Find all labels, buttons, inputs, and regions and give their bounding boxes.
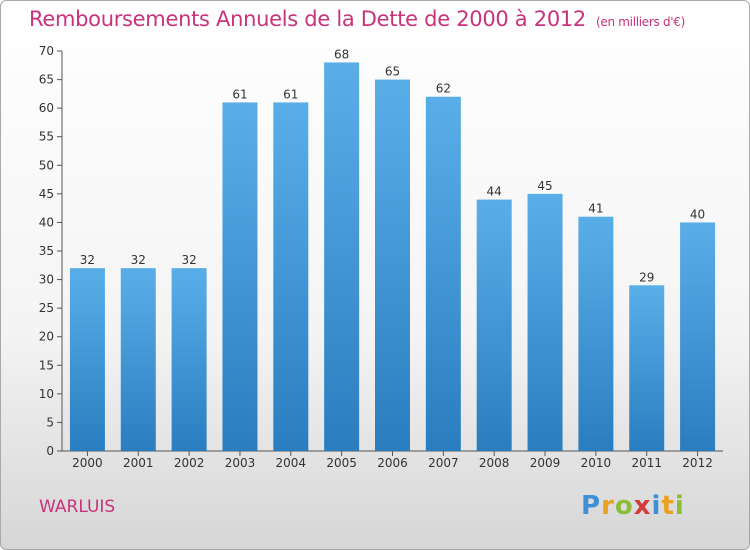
y-tick-label: 60: [39, 101, 54, 115]
bar-2004: [273, 102, 309, 451]
bar-value-label: 61: [283, 87, 298, 101]
chart-bars: 32 32 32 61 61 68 65 62 44 45 41 29 40: [69, 47, 716, 452]
x-tick-label: 2008: [479, 456, 510, 470]
chart-axes: 0 5 10 15 20 25 30 35 40 45 50 55 60 65 70 2000 2001 2002…: [39, 44, 723, 470]
bar-2001: [120, 268, 156, 451]
y-tick-label: 55: [39, 130, 54, 144]
x-tick-label: 2012: [682, 456, 713, 470]
bar-value-label: 68: [334, 47, 349, 61]
bar-2012: [680, 222, 716, 451]
proxiti-logo: Proxiti: [581, 491, 685, 521]
bar-value-label: 41: [588, 202, 603, 216]
y-tick-label: 40: [39, 215, 54, 229]
x-tick-label: 2001: [123, 456, 154, 470]
chart-title-text: Remboursements Annuels de la Dette de 20…: [29, 7, 586, 31]
bar-value-label: 32: [131, 253, 146, 267]
bar-value-label: 62: [436, 82, 451, 96]
y-tick-label: 65: [39, 73, 54, 87]
x-tick-label: 2007: [428, 456, 459, 470]
bar-2008: [476, 199, 512, 451]
y-tick-label: 30: [39, 273, 54, 287]
x-tick-label: 2004: [276, 456, 307, 470]
x-tick-label: 2005: [326, 456, 357, 470]
bar-2000: [69, 268, 105, 451]
y-tick-label: 50: [39, 158, 54, 172]
bar-value-label: 65: [385, 65, 400, 79]
bar-2009: [527, 193, 563, 451]
x-tick-label: 2000: [72, 456, 103, 470]
chart-title: Remboursements Annuels de la Dette de 20…: [29, 7, 685, 31]
bar-value-label: 29: [639, 270, 654, 284]
bar-2011: [629, 285, 665, 451]
bar-value-label: 32: [80, 253, 95, 267]
y-tick-label: 15: [39, 358, 54, 372]
x-tick-label: 2009: [530, 456, 561, 470]
y-tick-label: 0: [46, 444, 54, 458]
bar-2003: [222, 102, 258, 451]
bar-value-label: 32: [181, 253, 196, 267]
y-tick-label: 20: [39, 330, 54, 344]
chart-unit: (en milliers d'€): [596, 15, 686, 29]
y-tick-label: 5: [46, 415, 54, 429]
bar-value-label: 45: [537, 179, 552, 193]
bar-2010: [578, 216, 614, 451]
x-tick-label: 2011: [631, 456, 662, 470]
x-tick-label: 2010: [581, 456, 612, 470]
y-tick-label: 10: [39, 387, 54, 401]
bar-2005: [324, 62, 360, 452]
bar-2007: [425, 96, 461, 451]
bar-2002: [171, 268, 207, 451]
bar-value-label: 44: [487, 185, 502, 199]
y-tick-label: 45: [39, 187, 54, 201]
x-tick-label: 2003: [225, 456, 256, 470]
y-tick-label: 70: [39, 44, 54, 58]
bar-value-label: 61: [232, 87, 247, 101]
commune-name: WARLUIS: [39, 497, 116, 517]
bar-value-label: 40: [690, 207, 705, 221]
y-tick-label: 25: [39, 301, 54, 315]
x-tick-label: 2002: [174, 456, 205, 470]
x-tick-label: 2006: [377, 456, 408, 470]
y-tick-label: 35: [39, 244, 54, 258]
bar-2006: [375, 79, 410, 452]
